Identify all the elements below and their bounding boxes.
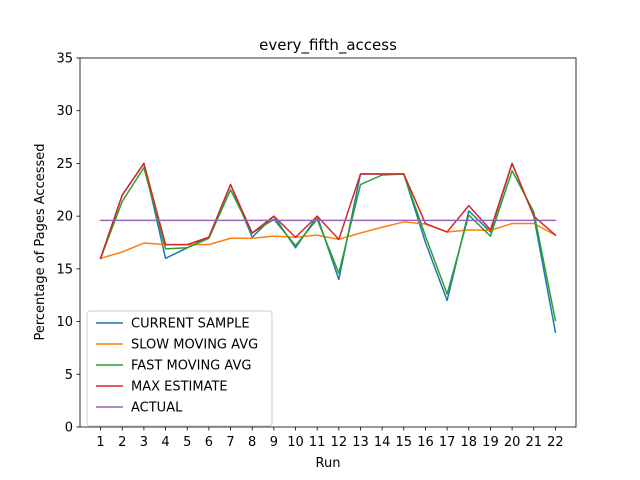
plot-frame	[79, 57, 577, 428]
x-tick-label: 17	[439, 435, 456, 450]
x-tick-label: 12	[331, 435, 348, 450]
legend-label: FAST MOVING AVG	[131, 359, 251, 374]
legend: CURRENT SAMPLE SLOW MOVING AVG FAST MOVING…	[86, 310, 273, 427]
x-tick-label: 6	[205, 435, 213, 450]
x-tick-label: 22	[547, 435, 564, 450]
y-tick-label: 20	[56, 210, 73, 225]
y-tick-label: 15	[56, 262, 73, 277]
x-tick-label: 13	[352, 435, 369, 450]
x-tick-label: 9	[270, 435, 278, 450]
x-tick-label: 10	[287, 435, 304, 450]
legend-box	[86, 310, 273, 427]
y-tick-label: 5	[65, 368, 73, 383]
x-axis-label: Run	[316, 456, 341, 471]
series-line-3	[99, 162, 557, 260]
legend-label: SLOW MOVING AVG	[131, 338, 258, 353]
legend-label: ACTUAL	[131, 401, 183, 416]
y-tick-label: 0	[65, 421, 73, 436]
x-tick-label: 11	[309, 435, 326, 450]
chart-title: every_fifth_access	[259, 36, 397, 55]
x-tick-label: 19	[482, 435, 499, 450]
y-tick-label: 35	[56, 52, 73, 67]
x-tick-label: 2	[118, 435, 126, 450]
x-tick-label: 3	[140, 435, 148, 450]
x-tick-label: 5	[183, 435, 191, 450]
x-tick-label: 21	[525, 435, 542, 450]
plot-area: 1 2 3 4 5 6 7 8 9 10 11 12 13 14 15 16 17 18 19 20 21 2205101…	[56, 52, 577, 450]
x-tick-label: 4	[161, 435, 169, 450]
x-tick-label: 7	[226, 435, 234, 450]
x-tick-label: 16	[417, 435, 434, 450]
x-tick-label: 15	[396, 435, 413, 450]
y-tick-label: 10	[56, 315, 73, 330]
legend-label: CURRENT SAMPLE	[131, 317, 250, 332]
x-tick-label: 14	[374, 435, 391, 450]
legend-label: MAX ESTIMATE	[131, 380, 228, 395]
series-line-2	[99, 166, 557, 322]
x-tick-label: 8	[248, 435, 256, 450]
x-tick-label: 18	[461, 435, 478, 450]
y-tick-label: 30	[56, 104, 73, 119]
y-tick-label: 25	[56, 157, 73, 172]
x-tick-label: 20	[504, 435, 521, 450]
x-tick-label: 1	[96, 435, 104, 450]
y-axis-label: Percentage of Pages Accessed	[33, 143, 48, 340]
